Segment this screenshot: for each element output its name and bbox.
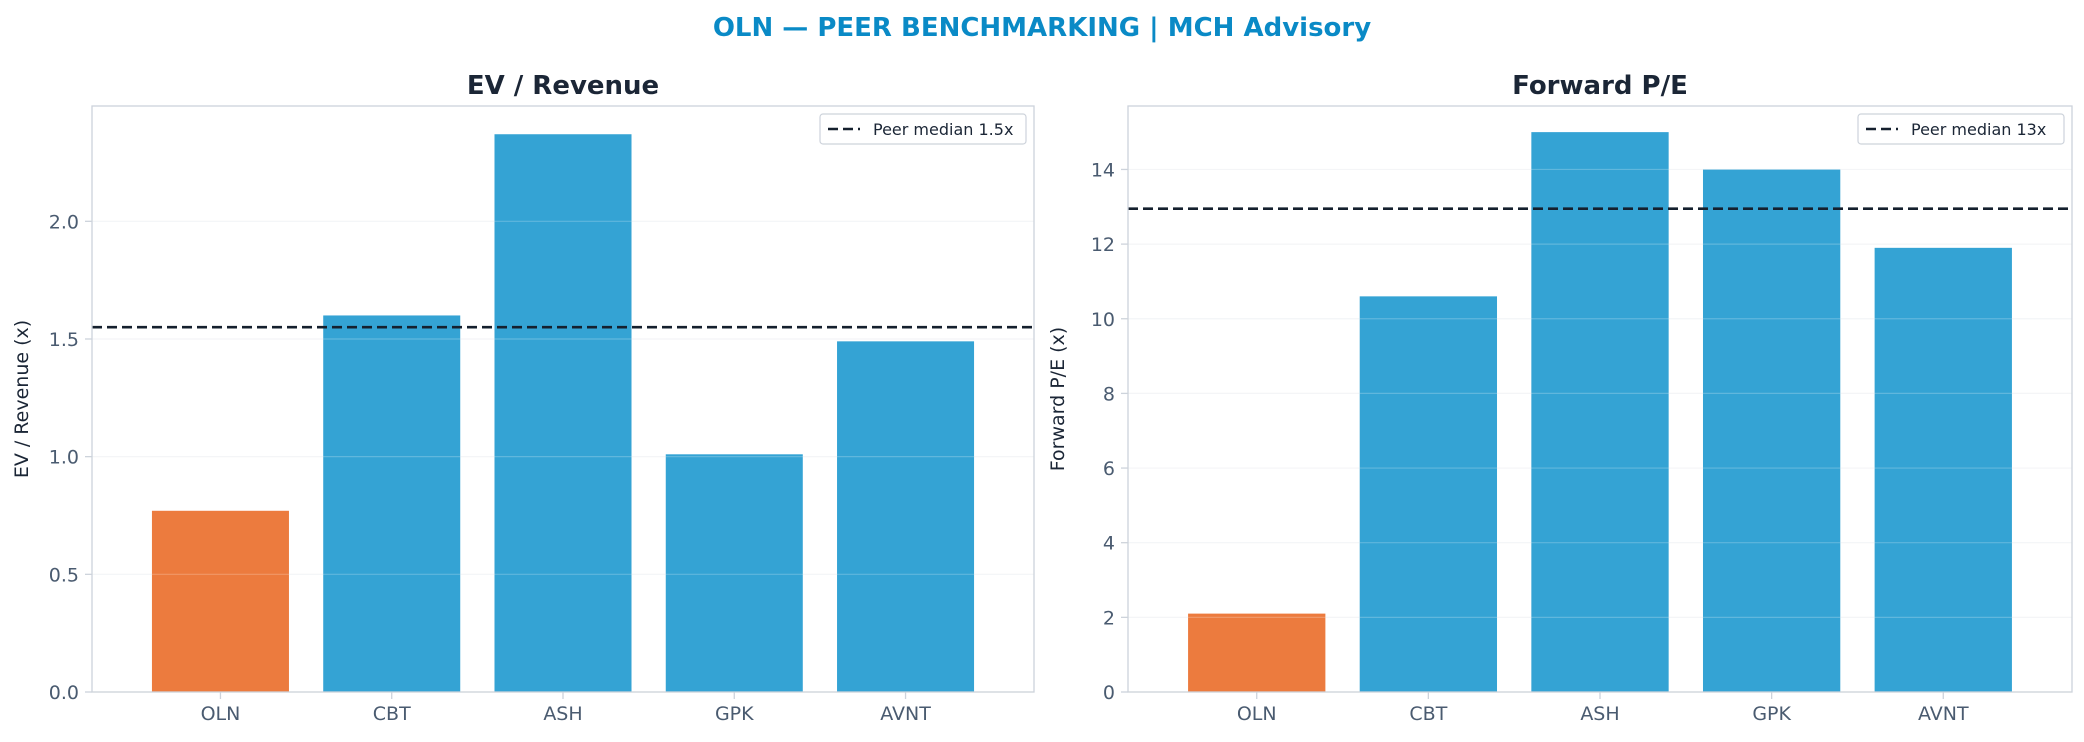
chart-1-bar-gpk [665,454,803,692]
chart-2-legend [1857,113,2065,145]
chart-2-ytick-label: 6 [1103,458,1115,480]
chart-2-bar-cbt [1359,296,1498,692]
chart-1-xtick-label: CBT [373,703,411,725]
chart-2-xtick-label: GPK [1752,703,1791,725]
chart-1-panel: 0.0 0.5 1.0 1.5 2.0 OLN CBT ASH GPK AVNT EV / Reve… [11,71,1035,725]
chart-1-title: EV / Revenue [467,71,659,101]
chart-1-bar-avnt [837,341,975,692]
chart-2-ytick-label: 12 [1091,234,1115,256]
chart-1-xtick-label: GPK [715,703,754,725]
chart-2-ytick-label: 0 [1103,682,1115,704]
chart-2-bar-avnt [1874,247,2012,692]
chart-2-ytick-label: 2 [1103,607,1115,629]
chart-2-xtick-label: ASH [1580,703,1619,725]
chart-2-legend-label: Peer median 13x [1911,120,2046,139]
chart-2-xtick-label: OLN [1237,703,1277,725]
chart-2-bar-gpk [1702,169,1841,693]
chart-2-bar-ash [1531,132,1669,693]
chart-1-ytick-label: 2.0 [49,211,79,233]
chart-1-bar-cbt [323,315,461,692]
chart-2-title: Forward P/E [1512,71,1688,101]
chart-2-ylabel: Forward P/E (x) [1047,327,1069,471]
chart-1-ytick-label: 0.0 [49,682,79,704]
chart-2-xtick-label: CBT [1409,703,1447,725]
chart-1-xtick-label: ASH [543,703,582,725]
chart-1-ytick-label: 0.5 [49,564,79,586]
chart-2-xtick-label: AVNT [1918,703,1969,725]
chart-1-legend-label: Peer median 1.5x [873,120,1013,139]
chart-1-legend [819,113,1027,145]
chart-2-bar-oln [1188,613,1326,692]
chart-1-xtick-label: AVNT [880,703,931,725]
chart-2-ytick-label: 14 [1091,159,1115,181]
chart-1-ylabel: EV / Revenue (x) [11,320,33,478]
chart-1-ytick-label: 1.5 [49,329,79,351]
chart-2-ytick-label: 4 [1103,533,1115,555]
chart-1-xtick-label: OLN [201,703,241,725]
figure-title: OLN — PEER BENCHMARKING | MCH Advisory [713,13,1371,43]
chart-1-bar-ash [494,134,632,692]
chart-2-ytick-label: 8 [1103,383,1115,405]
chart-2-panel: 0 2 4 6 8 10 12 14 OLN CBT ASH GPK AVNT Forward P/E Fo… [1047,71,2073,725]
chart-1-bar-oln [151,510,289,692]
chart-2-ytick-label: 10 [1091,309,1115,331]
chart-1-ytick-label: 1.0 [49,447,79,469]
